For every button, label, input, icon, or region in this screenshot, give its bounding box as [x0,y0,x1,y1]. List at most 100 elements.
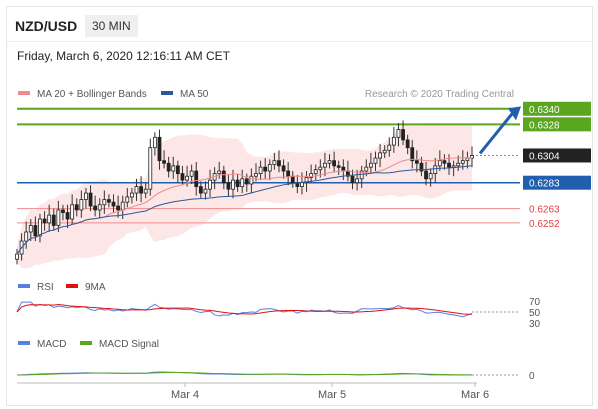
candle-body [42,218,47,224]
candle-body [300,182,304,187]
candle-body [387,144,392,151]
candle-body [148,147,153,190]
candle-body [74,204,79,211]
currency-pair: NZD/USD [15,18,78,34]
candle-body [355,178,360,184]
candle-body [171,165,176,172]
candle-body [56,209,61,226]
candle-body [189,170,194,177]
candle-body [240,178,245,187]
candle-body [447,162,451,168]
candle-body [125,196,130,203]
rsi-tick: 70 [529,297,541,308]
price-levels [17,107,520,224]
candle-body [152,136,157,149]
level-label-box [523,117,591,132]
candle-body [93,205,98,211]
level-label: 0.6304 [529,151,560,162]
ma50-legend-swatch [161,91,173,95]
candle-body [231,179,235,190]
candle-body [323,162,327,168]
macd-signal-legend-label: MACD Signal [99,339,159,350]
candle-body [203,188,208,194]
candle-body [410,147,415,162]
candle-body [61,209,65,213]
candle-body [378,152,382,159]
candle-body [359,170,364,180]
level-label-box [523,148,591,163]
candle-body [263,166,268,172]
forecast-arrow-head [508,106,521,121]
candle-body [272,160,277,165]
candle-body [313,169,318,175]
moving-averages [16,157,473,255]
candle-body [424,170,428,180]
candle-body [139,186,143,194]
candle-body [391,136,396,146]
chart-header: NZD/USD 30 MIN [7,7,592,41]
candle-body [70,204,75,220]
candle-body [332,160,337,167]
candle-body [129,192,134,198]
candle-body [304,177,309,184]
candle-body [15,253,19,260]
candle-body [249,175,254,185]
candle-body [198,186,203,194]
candle-body [419,162,424,172]
candle-body [267,164,272,172]
candle-body [368,162,373,168]
candle-body [217,170,222,175]
candle-body [437,160,442,167]
candle-body [157,136,162,162]
candle-body [51,214,56,226]
x-tick-label: Mar 4 [171,389,199,401]
level-label-box [523,101,591,116]
level-label: 0.6340 [529,105,560,116]
candle-body [47,214,52,224]
rsi-legend-label: RSI [37,282,54,293]
rsi-legend-swatch [18,284,30,288]
x-axis: Mar 4 Mar 5 Mar 6 [17,382,489,401]
candle-body [414,160,419,164]
candle-body [28,225,33,233]
candle-body [433,165,438,175]
candle-body [286,170,291,177]
ma20-legend-swatch [18,91,30,95]
candle-body [465,157,470,162]
rsi-ma-legend-swatch [66,284,78,288]
candle-body [208,179,212,190]
candle-body [24,231,29,242]
candle-body [456,162,461,167]
candle-body [221,170,226,184]
header-divider [7,41,592,42]
chart-datetime: Friday, March 6, 2020 12:16:11 AM CET [17,49,230,63]
candle-body [258,166,263,175]
candle-body [88,192,93,207]
candle-body [134,186,139,194]
candle-body [277,160,281,167]
candle-body [364,166,369,172]
candle-body [111,201,116,207]
candle-body [194,170,199,187]
timeframe-badge[interactable]: 30 MIN [85,15,138,37]
candle-body [244,178,249,185]
level-label: 0.6263 [529,205,560,216]
bollinger-band-area [17,123,472,269]
rsi-tick: 30 [529,319,541,330]
candle-body [120,201,125,211]
forecast-arrow-shaft [478,110,516,155]
candle-body [254,173,258,177]
level-label: 0.6252 [529,219,560,230]
macd-signal-legend-swatch [80,341,92,345]
level-label: 0.6328 [529,120,560,131]
candle-body [38,218,42,237]
candle-body [336,165,341,168]
macd-tick: 0 [529,371,535,382]
candle-body [309,173,314,178]
candle-body [185,175,189,181]
candle-body [84,192,88,200]
candle-body [143,188,148,194]
x-tick-label: Mar 5 [318,389,346,401]
level-label: 0.6283 [529,179,560,190]
